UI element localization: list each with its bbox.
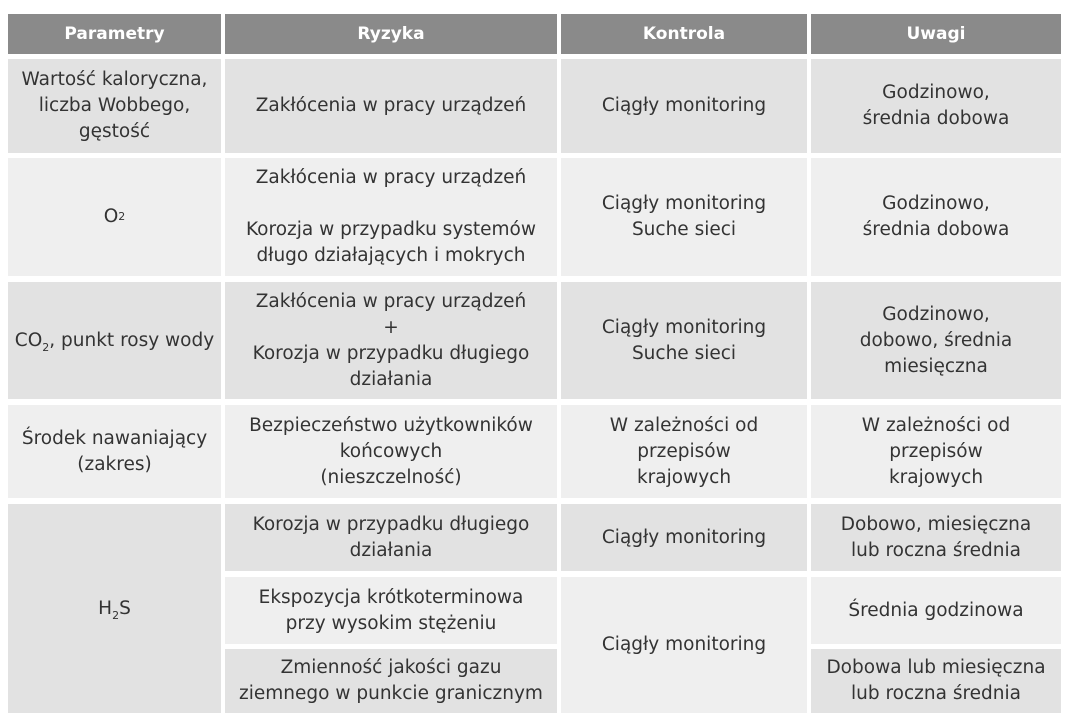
row3-param-sub: 2 bbox=[42, 340, 50, 354]
row3-risk: Zakłócenia w pracy urządzeń + Korozja w … bbox=[225, 282, 557, 399]
row4-risk: Bezpieczeństwo użytkowników końcowych (n… bbox=[225, 405, 557, 498]
row3-param-rest: , punkt rosy wody bbox=[49, 329, 215, 351]
row5a-risk: Korozja w przypadku długiego działania bbox=[225, 504, 557, 571]
row2-risk: Zakłócenia w pracy urządzeń Korozja w pr… bbox=[225, 158, 557, 276]
header-uwagi: Uwagi bbox=[811, 14, 1061, 54]
row5-param: H2S bbox=[8, 504, 221, 713]
row2-control: Ciągły monitoring Suche sieci bbox=[561, 158, 807, 276]
row1-risk: Zakłócenia w pracy urządzeń bbox=[225, 59, 557, 153]
row2-notes: Godzinowo, średnia dobowa bbox=[811, 158, 1061, 276]
row1-param: Wartość kaloryczna, liczba Wobbego, gęst… bbox=[8, 59, 221, 153]
row1-control: Ciągły monitoring bbox=[561, 59, 807, 153]
row2-param-main: O bbox=[103, 206, 119, 227]
header-parametry: Parametry bbox=[8, 14, 221, 54]
row5-param-rest: S bbox=[119, 597, 131, 619]
header-kontrola: Kontrola bbox=[561, 14, 807, 54]
row4-param: Środek nawaniający (zakres) bbox=[8, 405, 221, 498]
row5bc-control: Ciągły monitoring bbox=[561, 577, 807, 713]
row5a-notes: Dobowo, miesięczna lub roczna średnia bbox=[811, 504, 1061, 571]
row1-notes: Godzinowo, średnia dobowa bbox=[811, 59, 1061, 153]
row3-notes: Godzinowo, dobowo, średnia miesięczna bbox=[811, 282, 1061, 399]
row5-param-main: H bbox=[98, 597, 113, 619]
row5c-risk: Zmienność jakości gazu ziemnego w punkci… bbox=[225, 649, 557, 713]
row3-param-main: CO bbox=[14, 329, 43, 351]
row5c-notes: Dobowa lub miesięczna lub roczna średnia bbox=[811, 649, 1061, 713]
row5-param-sub: 2 bbox=[112, 608, 120, 622]
row5a-control: Ciągły monitoring bbox=[561, 504, 807, 571]
header-ryzyka: Ryzyka bbox=[225, 14, 557, 54]
row3-control: Ciągły monitoring Suche sieci bbox=[561, 282, 807, 399]
row4-notes: W zależności od przepisów krajowych bbox=[811, 405, 1061, 498]
row4-control: W zależności od przepisów krajowych bbox=[561, 405, 807, 498]
row5b-risk: Ekspozycja krótkoterminowa przy wysokim … bbox=[225, 577, 557, 644]
row5b-notes: Średnia godzinowa bbox=[811, 577, 1061, 644]
row3-param: CO2, punkt rosy wody bbox=[8, 282, 221, 399]
